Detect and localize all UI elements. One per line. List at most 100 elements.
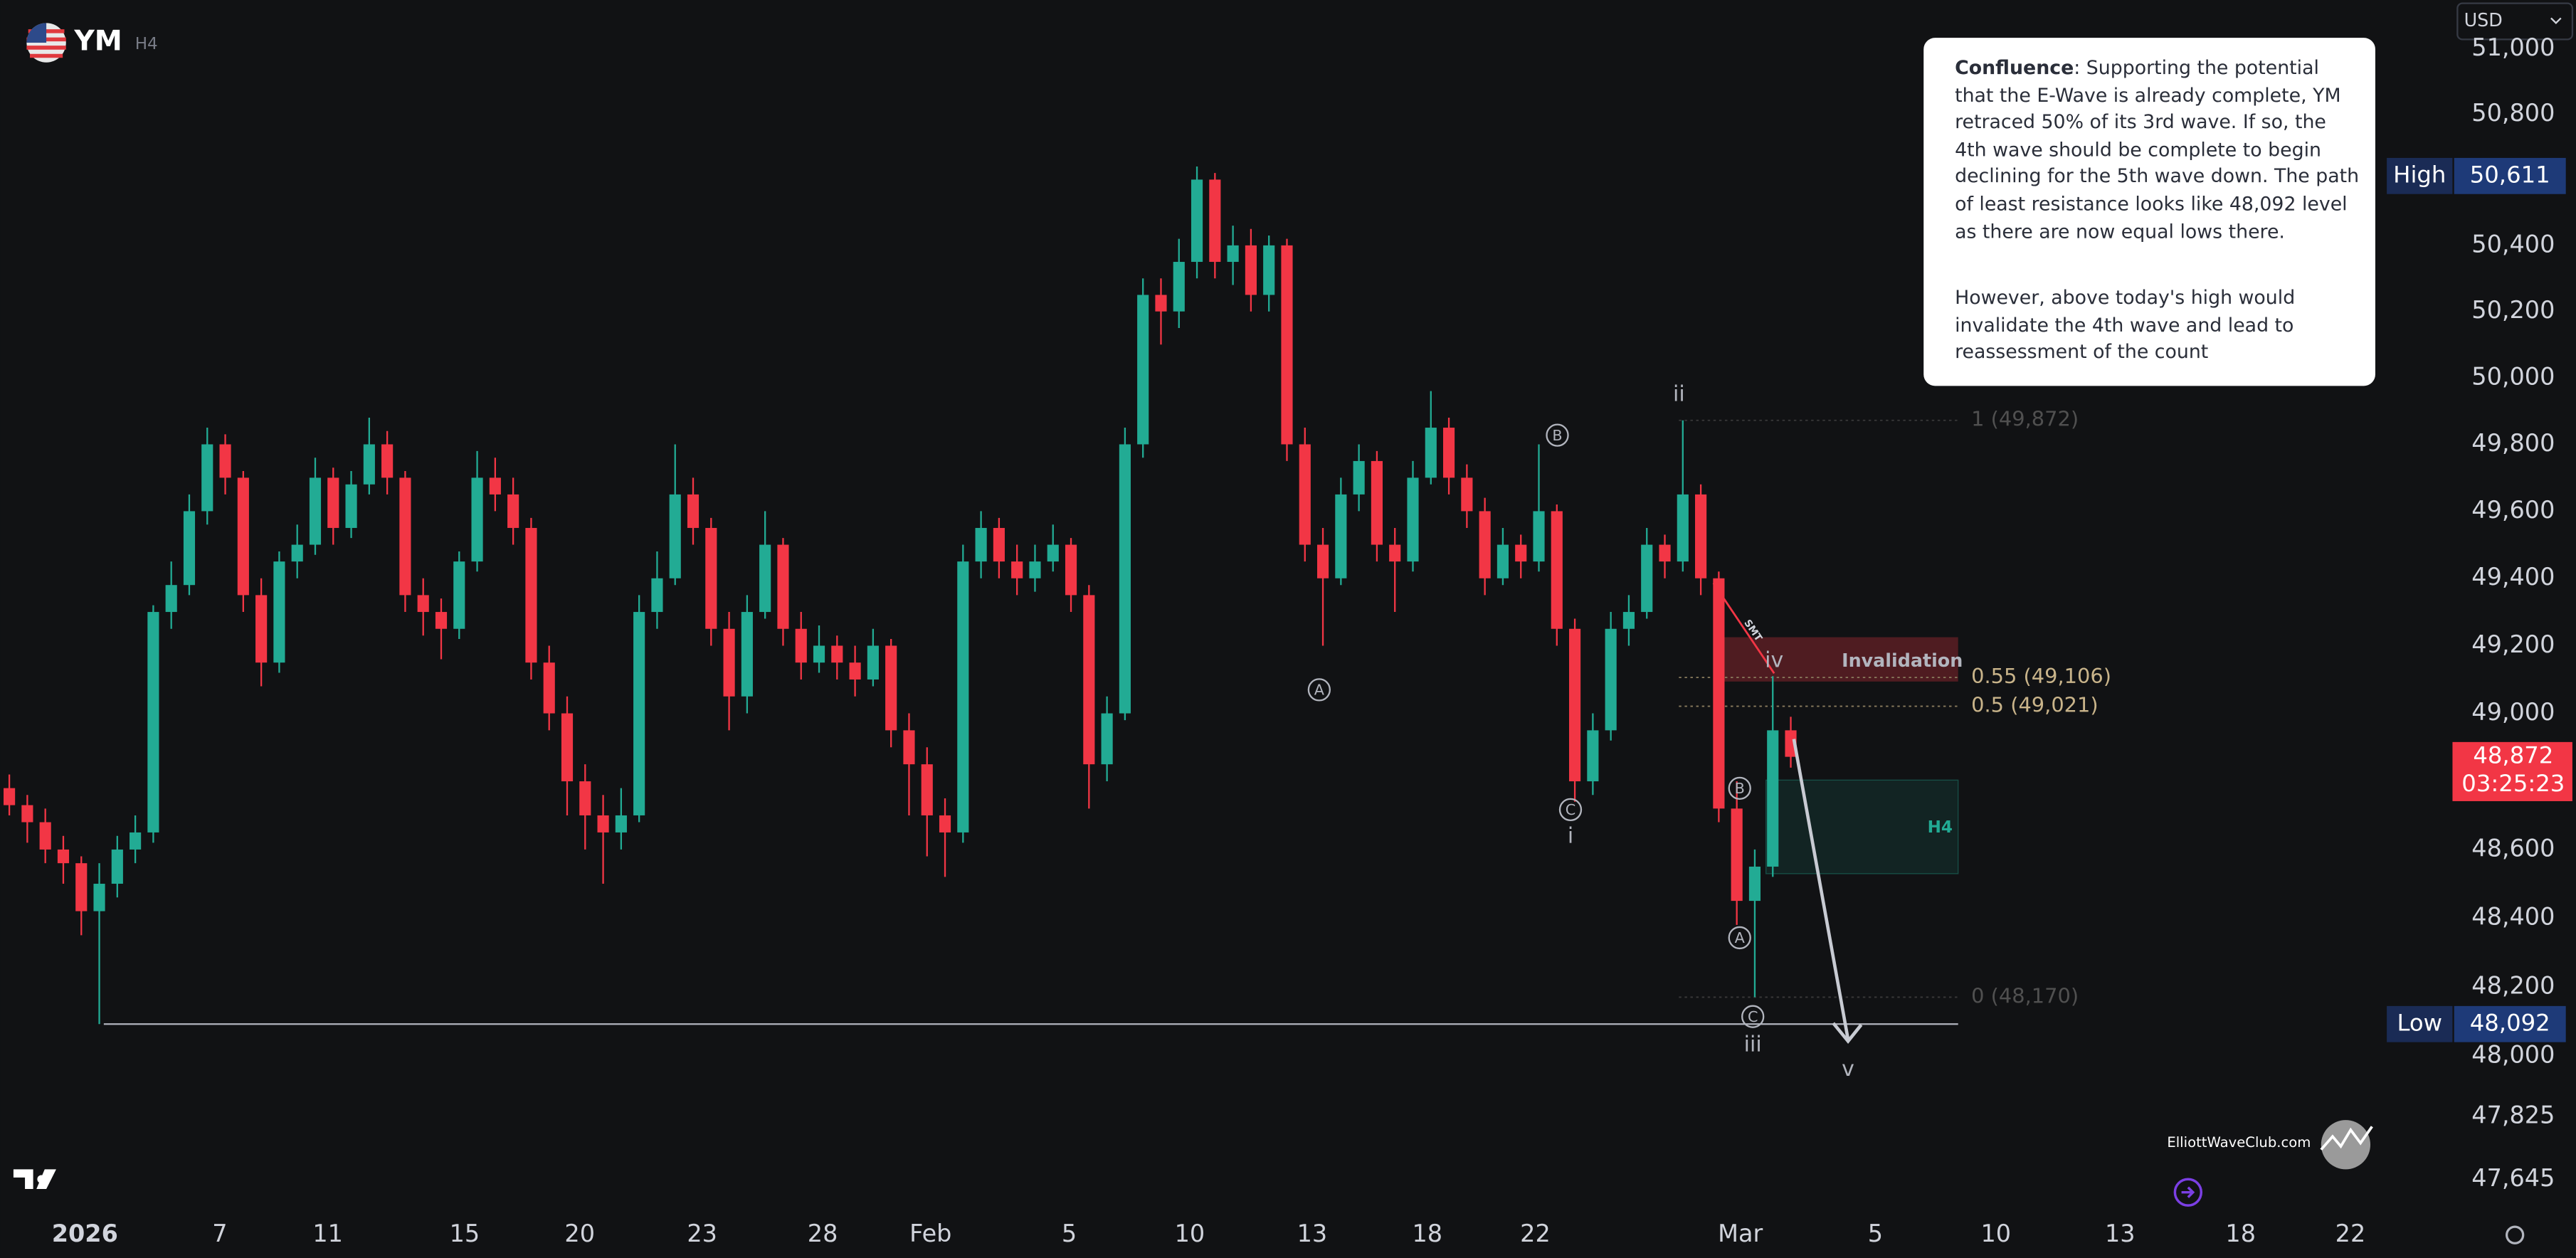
candle-body <box>1227 245 1239 263</box>
y-tick-label: 49,600 <box>2471 496 2555 524</box>
candle-body <box>1677 494 1689 562</box>
candle-body <box>1496 544 1509 578</box>
candle-body <box>1119 444 1131 714</box>
candle-body <box>111 849 123 884</box>
dropdown-icon[interactable] <box>2550 17 2562 24</box>
candle-body <box>1335 494 1347 578</box>
candle-body <box>237 477 249 596</box>
candle-body <box>489 477 501 495</box>
candle-body <box>183 511 196 586</box>
x-tick-label: 10 <box>1981 1220 2012 1247</box>
candle-body <box>741 612 753 697</box>
wave-label: B <box>1552 427 1562 444</box>
wave-label: iii <box>1744 1032 1762 1057</box>
y-tick-label: 48,400 <box>2471 903 2555 931</box>
candle-body <box>525 527 537 663</box>
y-tick-label: 50,400 <box>2471 230 2555 258</box>
fib-label: 1 (49,872) <box>1971 407 2079 431</box>
candle-body <box>39 822 51 850</box>
note: Confluence: Supporting the potential tha… <box>1955 54 2362 366</box>
candle-body <box>399 477 411 596</box>
candle-body <box>759 544 771 613</box>
candle-body <box>327 477 339 528</box>
candle-body <box>957 561 969 832</box>
candle-body <box>363 444 375 485</box>
y-tick-label: 50,200 <box>2471 296 2555 324</box>
note-body: However, above today's high would invali… <box>1955 285 2296 364</box>
candle-body <box>1785 730 1797 757</box>
candle-body <box>453 561 465 629</box>
candle-body <box>561 713 574 782</box>
arrow-head <box>1832 1022 1863 1045</box>
candle-body <box>1173 262 1185 312</box>
candle-body <box>543 662 555 714</box>
y-tick-label: 51,000 <box>2471 33 2555 61</box>
wave-label: i <box>1568 823 1573 848</box>
wave-label: ii <box>1673 382 1685 407</box>
candle-body <box>939 815 951 832</box>
candle-body <box>4 788 16 805</box>
candle-body <box>1425 428 1437 478</box>
target-zone <box>1765 779 1959 874</box>
candle-body <box>21 805 33 823</box>
go-to-realtime-icon[interactable] <box>2181 1186 2195 1198</box>
candle-body <box>1407 477 1419 562</box>
platform-logo-dot <box>37 1175 46 1183</box>
y-tick-label: 50,000 <box>2471 362 2555 390</box>
wave-circle <box>1741 1005 1765 1028</box>
invalidation-label: Invalidation <box>1842 650 1963 671</box>
settings-icon[interactable] <box>2505 1225 2525 1244</box>
low-value-box <box>2454 1005 2566 1042</box>
x-tick-label: 28 <box>808 1220 838 1247</box>
candle-body <box>309 477 322 545</box>
low-name-box <box>2387 1005 2453 1042</box>
candle-body <box>1748 866 1761 902</box>
candle-body <box>1299 444 1311 545</box>
candle-body <box>1695 494 1707 578</box>
countdown: 03:25:23 <box>2461 770 2565 797</box>
candle-body <box>849 662 861 680</box>
x-tick-label: 22 <box>2335 1220 2366 1247</box>
candle-body <box>57 849 70 864</box>
candle-body <box>1245 245 1257 295</box>
fib-label: 0.55 (49,106) <box>1971 664 2111 688</box>
candle-body <box>1047 544 1059 562</box>
candle-body <box>75 863 88 911</box>
x-tick-label: 18 <box>1412 1220 1442 1247</box>
fib-label: 0 (48,170) <box>1971 983 2079 1008</box>
candle-body <box>903 730 915 765</box>
high-value: 50,611 <box>2470 161 2550 188</box>
y-tick-label: 49,800 <box>2471 429 2555 457</box>
x-tick-label: 11 <box>312 1220 343 1247</box>
wave-label: C <box>1748 1008 1758 1025</box>
y-tick-label: 48,000 <box>2471 1040 2555 1068</box>
plot: 1 (49,872) 0.55 (49,106) 0.5 (49,021) 0 (48… <box>4 166 2111 1025</box>
wave-label: C <box>1566 801 1576 818</box>
currency-button[interactable] <box>2456 2 2574 41</box>
x-tick-label: 18 <box>2225 1220 2256 1247</box>
candle-body <box>1137 295 1149 445</box>
candle-body <box>615 815 627 832</box>
note-body: : Supporting the potential that the E-Wa… <box>1955 56 2360 243</box>
candle-body <box>1641 544 1653 613</box>
symbol-logo <box>26 23 66 63</box>
x-tick-label: 13 <box>2105 1220 2136 1247</box>
high-name-box <box>2387 157 2453 194</box>
candle-body <box>93 884 105 911</box>
candle-body <box>885 645 897 731</box>
candle-body <box>1209 179 1221 263</box>
wave-circle <box>1307 678 1331 702</box>
note-text: Confluence: Supporting the potential tha… <box>1955 54 2362 366</box>
candle-body <box>507 494 519 528</box>
wave-label: iv <box>1765 648 1783 673</box>
invalidation-zone <box>1721 637 1958 682</box>
go-to-realtime[interactable] <box>2173 1178 2203 1207</box>
candle-body <box>1442 428 1455 478</box>
candle-body <box>1083 595 1095 765</box>
x-tick-label: 5 <box>1868 1220 1883 1247</box>
y-tick-label: 49,000 <box>2471 698 2555 726</box>
currency[interactable]: USD <box>2464 9 2503 31</box>
candle-body <box>1569 628 1581 782</box>
wave-circle <box>1546 423 1569 447</box>
